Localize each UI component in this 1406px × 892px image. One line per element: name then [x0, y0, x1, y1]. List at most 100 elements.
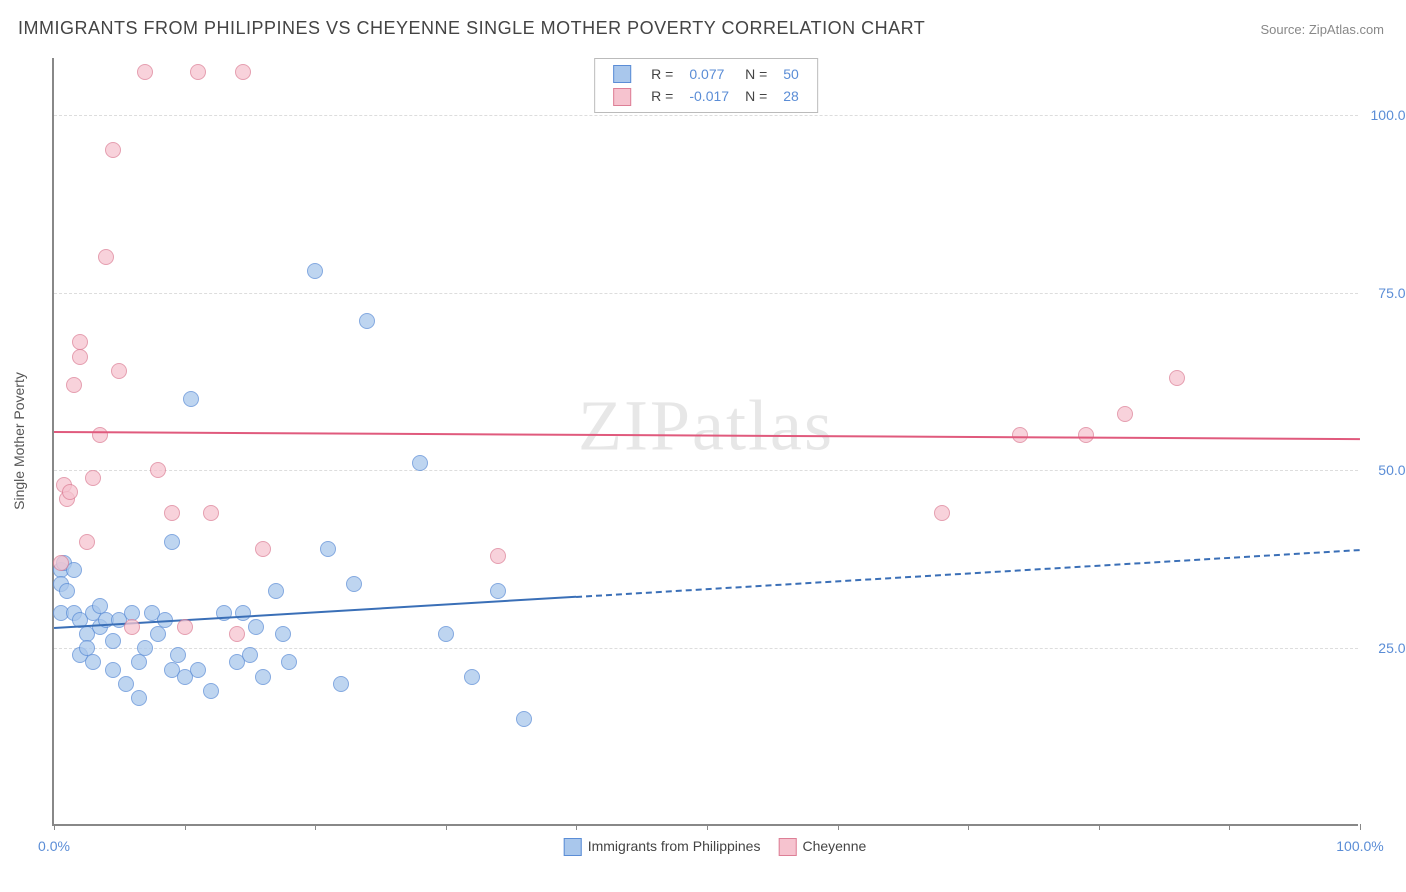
grid-line [54, 293, 1358, 294]
x-tick [838, 824, 839, 830]
stat-n-label: N = [745, 88, 767, 104]
scatter-point-philippines [105, 662, 121, 678]
scatter-point-cheyenne [1012, 427, 1028, 443]
scatter-point-cheyenne [85, 470, 101, 486]
scatter-point-cheyenne [98, 249, 114, 265]
x-tick [315, 824, 316, 830]
y-tick-label: 50.0% [1363, 462, 1406, 478]
chart-container: IMMIGRANTS FROM PHILIPPINES VS CHEYENNE … [0, 0, 1406, 892]
scatter-point-cheyenne [79, 534, 95, 550]
legend-stats: R = 0.077 N = 50 R = -0.017 N = 28 [594, 58, 818, 113]
legend-swatch [564, 838, 582, 856]
scatter-point-cheyenne [490, 548, 506, 564]
scatter-point-philippines [438, 626, 454, 642]
scatter-point-philippines [170, 647, 186, 663]
stat-n-value: 50 [783, 66, 799, 82]
x-tick-label: 100.0% [1336, 838, 1383, 854]
scatter-point-philippines [131, 654, 147, 670]
stat-r-label: R = [651, 88, 673, 104]
scatter-point-philippines [105, 633, 121, 649]
scatter-point-philippines [183, 391, 199, 407]
scatter-point-philippines [242, 647, 258, 663]
scatter-point-cheyenne [1117, 406, 1133, 422]
scatter-point-cheyenne [62, 484, 78, 500]
trend-line-cheyenne [54, 431, 1360, 440]
scatter-point-cheyenne [1169, 370, 1185, 386]
x-tick [1360, 824, 1361, 830]
scatter-point-philippines [275, 626, 291, 642]
scatter-point-philippines [203, 683, 219, 699]
scatter-point-philippines [59, 583, 75, 599]
scatter-point-cheyenne [164, 505, 180, 521]
scatter-point-philippines [516, 711, 532, 727]
x-tick-label: 0.0% [38, 838, 70, 854]
scatter-point-cheyenne [203, 505, 219, 521]
chart-title: IMMIGRANTS FROM PHILIPPINES VS CHEYENNE … [18, 18, 925, 39]
plot-area: Single Mother Poverty ZIPatlas R =0.077N… [52, 58, 1358, 826]
scatter-point-philippines [412, 455, 428, 471]
y-tick-label: 25.0% [1363, 640, 1406, 656]
x-tick [1099, 824, 1100, 830]
legend-label: Immigrants from Philippines [588, 838, 761, 854]
x-tick [54, 824, 55, 830]
legend-label: Cheyenne [802, 838, 866, 854]
y-axis-title: Single Mother Poverty [11, 372, 27, 510]
scatter-point-philippines [164, 534, 180, 550]
scatter-point-philippines [190, 662, 206, 678]
scatter-point-philippines [281, 654, 297, 670]
scatter-point-cheyenne [1078, 427, 1094, 443]
legend-series: Immigrants from Philippines Cheyenne [546, 838, 867, 856]
scatter-point-philippines [150, 626, 166, 642]
stat-n-label: N = [745, 66, 767, 82]
legend-swatch [613, 65, 631, 83]
watermark: ZIPatlas [578, 384, 834, 467]
scatter-point-cheyenne [137, 64, 153, 80]
x-tick [968, 824, 969, 830]
scatter-point-cheyenne [190, 64, 206, 80]
stat-r-value: 0.077 [689, 66, 724, 82]
x-tick [707, 824, 708, 830]
y-tick-label: 75.0% [1363, 285, 1406, 301]
scatter-point-philippines [235, 605, 251, 621]
x-tick [576, 824, 577, 830]
scatter-point-philippines [268, 583, 284, 599]
legend-swatch [778, 838, 796, 856]
legend-swatch [613, 88, 631, 106]
scatter-point-philippines [333, 676, 349, 692]
x-tick [446, 824, 447, 830]
scatter-point-cheyenne [150, 462, 166, 478]
scatter-point-philippines [307, 263, 323, 279]
scatter-point-philippines [85, 654, 101, 670]
scatter-point-cheyenne [124, 619, 140, 635]
scatter-point-cheyenne [235, 64, 251, 80]
scatter-point-cheyenne [111, 363, 127, 379]
scatter-point-cheyenne [92, 427, 108, 443]
scatter-point-cheyenne [53, 555, 69, 571]
grid-line [54, 115, 1358, 116]
scatter-point-philippines [490, 583, 506, 599]
scatter-point-cheyenne [72, 349, 88, 365]
stat-r-label: R = [651, 66, 673, 82]
x-tick [1229, 824, 1230, 830]
scatter-point-philippines [359, 313, 375, 329]
scatter-point-philippines [137, 640, 153, 656]
chart-source: Source: ZipAtlas.com [1260, 22, 1384, 37]
stat-n-value: 28 [783, 88, 799, 104]
scatter-point-philippines [118, 676, 134, 692]
grid-line [54, 470, 1358, 471]
scatter-point-philippines [255, 669, 271, 685]
scatter-point-cheyenne [177, 619, 193, 635]
y-tick-label: 100.0% [1363, 107, 1406, 123]
scatter-point-cheyenne [229, 626, 245, 642]
trend-line-philippines [576, 549, 1360, 598]
x-tick [185, 824, 186, 830]
scatter-point-philippines [464, 669, 480, 685]
scatter-point-philippines [346, 576, 362, 592]
scatter-point-philippines [131, 690, 147, 706]
scatter-point-philippines [248, 619, 264, 635]
scatter-point-philippines [320, 541, 336, 557]
scatter-point-cheyenne [255, 541, 271, 557]
stat-r-value: -0.017 [689, 88, 729, 104]
scatter-point-cheyenne [934, 505, 950, 521]
scatter-point-cheyenne [66, 377, 82, 393]
